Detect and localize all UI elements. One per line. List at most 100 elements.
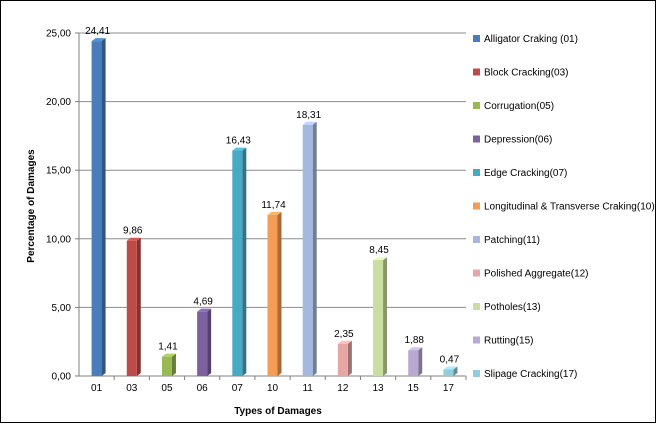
- data-label: 0,47: [440, 355, 460, 366]
- bar-top: [161, 353, 176, 357]
- y-tick-label: 10,00: [46, 234, 71, 245]
- legend-label: Edge Cracking(07): [484, 168, 567, 179]
- legend-item: Longitudinal & Transverse Craking(10): [473, 202, 655, 213]
- x-tick-label: 12: [337, 383, 349, 394]
- bar-top: [373, 257, 388, 261]
- bar-side: [453, 366, 458, 376]
- x-tick-label: 06: [197, 383, 209, 394]
- bar-side: [347, 340, 352, 376]
- bar-side: [383, 257, 388, 376]
- y-tick-label: 25,00: [46, 29, 71, 40]
- legend-label: Block Cracking(03): [484, 68, 568, 79]
- bar-front: [161, 356, 172, 376]
- bar-05: [161, 353, 176, 376]
- bar-15: [408, 347, 423, 376]
- legend-item: Corrugation(05): [473, 101, 554, 112]
- legend-swatch: [473, 169, 480, 176]
- legend-label: Potholes(13): [484, 302, 541, 313]
- bar-side: [136, 237, 141, 376]
- legend-label: Slipage Cracking(17): [484, 369, 577, 380]
- legend-item: Slipage Cracking(17): [473, 369, 577, 380]
- data-label: 1,88: [404, 335, 424, 346]
- bar-front: [197, 311, 208, 376]
- legend-item: Rutting(15): [473, 336, 533, 347]
- bar-top: [302, 121, 317, 125]
- bar-01: [91, 38, 106, 377]
- data-label: 16,43: [226, 136, 251, 147]
- bar-side: [101, 38, 106, 377]
- bar-front: [443, 369, 454, 376]
- x-tick-label: 11: [302, 383, 313, 394]
- legend-label: Longitudinal & Transverse Craking(10): [484, 202, 655, 213]
- legend-label: Corrugation(05): [484, 101, 554, 112]
- x-tick-label: 10: [267, 383, 279, 394]
- bar-13: [373, 257, 388, 376]
- bar-front: [91, 41, 102, 377]
- legend: Alligator Craking (01) Block Cracking(03)…: [473, 34, 655, 380]
- legend-swatch: [473, 135, 480, 143]
- bar-top: [232, 147, 247, 151]
- legend-swatch: [473, 202, 480, 210]
- bar-side: [171, 353, 176, 376]
- bar-front: [126, 240, 137, 376]
- legend-swatch: [473, 336, 480, 344]
- bar-front: [302, 124, 313, 376]
- legend-swatch: [473, 68, 480, 76]
- legend-label: Patching(11): [484, 235, 540, 246]
- bar-12: [337, 340, 352, 376]
- legend-swatch: [473, 35, 480, 42]
- data-label: 11,74: [261, 200, 286, 211]
- bar-top: [126, 237, 141, 241]
- bar-top: [91, 38, 106, 42]
- x-tick-label: 05: [161, 383, 173, 394]
- legend-item: Patching(11): [473, 235, 540, 246]
- bar-top: [267, 211, 282, 215]
- legend-item: Potholes(13): [473, 302, 541, 313]
- bar-17: [443, 366, 458, 376]
- bar-side: [277, 211, 282, 376]
- legend-label: Alligator Craking (01): [484, 34, 578, 45]
- data-label: 1,41: [158, 342, 178, 353]
- data-label: 24,41: [85, 26, 110, 37]
- x-tick-label: 01: [91, 383, 103, 394]
- legend-item: Block Cracking(03): [473, 68, 568, 79]
- bar-side: [312, 121, 317, 376]
- data-label: 8,45: [369, 245, 389, 256]
- data-labels: 24,41 9,86 1,41 4,69 16,43 11,74 18,31 2,35 8,45…: [85, 26, 460, 365]
- bar-front: [373, 260, 384, 376]
- bar-11: [302, 121, 317, 376]
- bar-top: [443, 366, 458, 370]
- y-tick-label: 15,00: [46, 166, 71, 177]
- y-axis-title: Percentage of Damages: [26, 149, 37, 263]
- bar-top: [337, 340, 352, 344]
- y-tick-label: 5,00: [52, 303, 72, 314]
- bars: [91, 38, 458, 377]
- bar-front: [232, 150, 243, 376]
- y-axis-ticks: 0,00 5,00 10,00 15,00 20,00 25,00: [46, 29, 71, 383]
- legend-swatch: [473, 102, 480, 109]
- bar-side: [418, 347, 423, 376]
- legend-swatch: [473, 269, 480, 277]
- x-tick-label: 13: [372, 383, 384, 394]
- legend-label: Polished Aggregate(12): [484, 269, 589, 280]
- x-axis-ticks: 01 03 05 06 07 10 11 12 13 15 17: [91, 376, 467, 394]
- legend-swatch: [473, 303, 480, 310]
- bar-front: [337, 343, 348, 376]
- bar-top: [408, 347, 423, 351]
- legend-label: Depression(06): [484, 135, 552, 146]
- bar-10: [267, 211, 282, 376]
- bar-side: [207, 308, 212, 376]
- x-tick-label: 17: [443, 383, 455, 394]
- data-label: 18,31: [296, 110, 321, 121]
- bar-front: [267, 214, 278, 376]
- bar-front: [408, 350, 419, 376]
- bar-03: [126, 237, 141, 376]
- y-tick-label: 20,00: [46, 97, 71, 108]
- legend-item: Edge Cracking(07): [473, 168, 567, 179]
- legend-label: Rutting(15): [484, 336, 533, 347]
- legend-swatch: [473, 370, 480, 377]
- legend-swatch: [473, 236, 480, 243]
- legend-item: Alligator Craking (01): [473, 34, 578, 45]
- legend-item: Depression(06): [473, 135, 552, 146]
- data-label: 4,69: [193, 297, 213, 308]
